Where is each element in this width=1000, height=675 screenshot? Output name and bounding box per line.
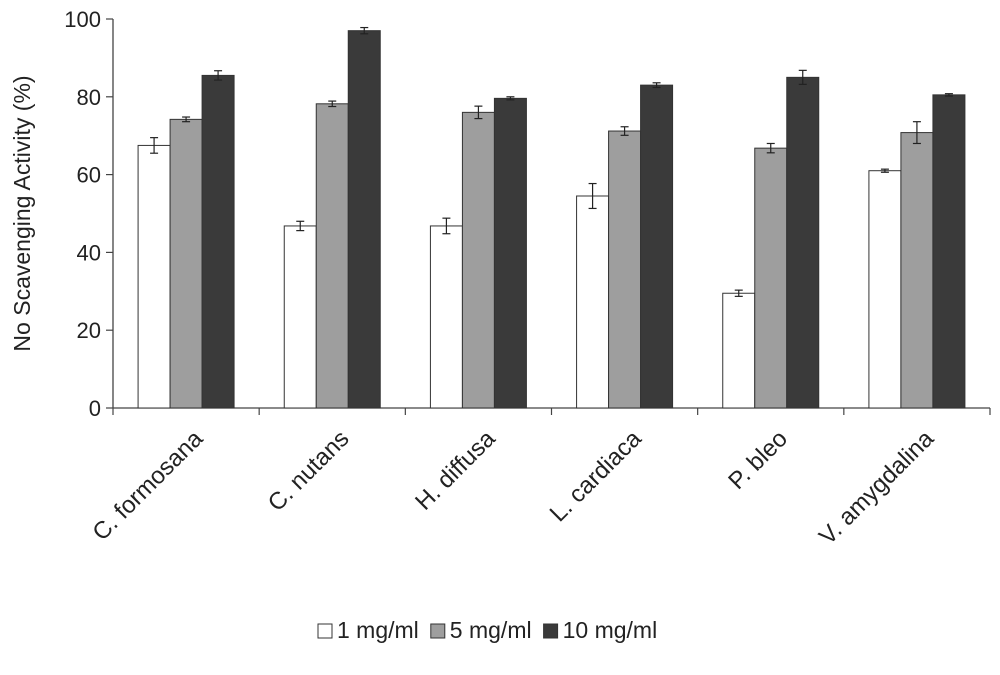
category-label: V. amygdalina bbox=[814, 425, 940, 551]
bar-10-mg-ml bbox=[640, 84, 674, 409]
bar-10-mg-ml bbox=[786, 76, 820, 409]
bar-1-mg-ml bbox=[429, 225, 463, 409]
legend-label: 5 mg/ml bbox=[450, 617, 532, 643]
bar-10-mg-ml bbox=[347, 30, 381, 409]
bar-1-mg-ml bbox=[576, 195, 610, 409]
y-tick-label: 100 bbox=[64, 7, 101, 32]
category-label: P. bleo bbox=[723, 425, 793, 495]
y-tick-label: 80 bbox=[77, 85, 101, 110]
y-axis-title: No Scavenging Activity (%) bbox=[9, 75, 35, 351]
bar-1-mg-ml bbox=[868, 170, 902, 409]
bar-5-mg-ml bbox=[315, 103, 349, 409]
bar-1-mg-ml bbox=[722, 292, 756, 409]
legend: 1 mg/ml 5 mg/ml 10 mg/ml bbox=[317, 617, 658, 643]
bars bbox=[137, 30, 966, 409]
legend-swatch bbox=[543, 623, 559, 639]
bar-5-mg-ml bbox=[169, 118, 203, 409]
category-label: C. formosana bbox=[87, 425, 208, 546]
bar-5-mg-ml bbox=[900, 132, 934, 409]
category-label: H. diffusa bbox=[410, 425, 501, 516]
legend-label: 10 mg/ml bbox=[563, 617, 658, 643]
bar-5-mg-ml bbox=[461, 111, 495, 409]
y-tick-label: 20 bbox=[77, 318, 101, 343]
y-tick-label: 40 bbox=[77, 240, 101, 265]
bar-10-mg-ml bbox=[493, 97, 527, 409]
bar-1-mg-ml bbox=[137, 144, 171, 409]
bar-10-mg-ml bbox=[201, 74, 235, 409]
bar-5-mg-ml bbox=[608, 130, 642, 409]
legend-swatch bbox=[430, 623, 446, 639]
y-tick-label: 60 bbox=[77, 163, 101, 188]
bar-1-mg-ml bbox=[283, 225, 317, 409]
y-tick-label: 0 bbox=[89, 396, 101, 421]
legend-swatch bbox=[317, 623, 333, 639]
bar-10-mg-ml bbox=[932, 94, 966, 409]
bar-5-mg-ml bbox=[754, 147, 788, 409]
legend-label: 1 mg/ml bbox=[337, 617, 419, 643]
category-label: L. cardiaca bbox=[545, 425, 648, 528]
error-bars bbox=[150, 26, 953, 297]
category-label: C. nutans bbox=[263, 425, 355, 517]
